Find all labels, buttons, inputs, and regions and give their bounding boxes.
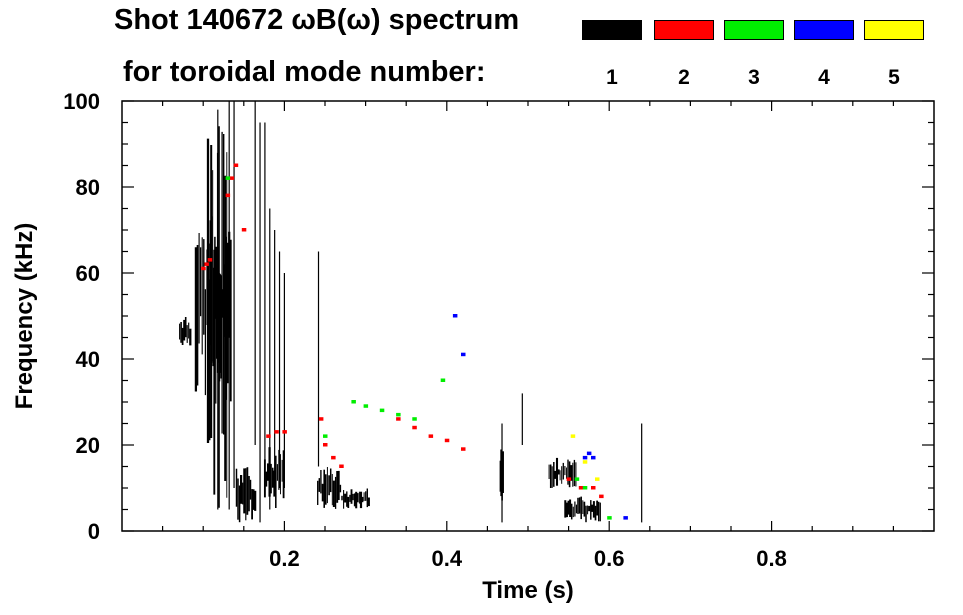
legend-label-mode-2: 2 bbox=[678, 66, 690, 89]
mode-2-point bbox=[274, 430, 279, 434]
legend-swatch-mode-4 bbox=[794, 20, 854, 40]
y-tick-label: 80 bbox=[76, 175, 100, 200]
mode-2-point bbox=[241, 228, 247, 232]
mode-2-point bbox=[578, 486, 584, 490]
y-tick-label: 20 bbox=[76, 433, 100, 458]
mode-2-point bbox=[266, 434, 271, 438]
mode-2-point bbox=[204, 262, 209, 266]
chart-title: Shot 140672 ωB(ω) spectrum bbox=[114, 4, 520, 36]
x-tick-label: 0.8 bbox=[756, 546, 787, 571]
y-tick-label: 0 bbox=[88, 519, 100, 544]
legend-label-mode-3: 3 bbox=[748, 66, 760, 89]
mode-2-point bbox=[207, 258, 213, 262]
mode-2-point bbox=[201, 266, 206, 271]
legend-swatch-mode-5 bbox=[864, 20, 924, 40]
x-tick-label: 0.4 bbox=[432, 546, 463, 571]
mode-4-point bbox=[452, 314, 458, 318]
y-tick-label: 100 bbox=[63, 89, 100, 114]
mode-2-point bbox=[331, 455, 336, 460]
y-tick-label: 60 bbox=[76, 261, 100, 286]
mode-2-point bbox=[225, 193, 231, 198]
mode-2-point bbox=[412, 425, 417, 430]
legend-caption: for toroidal mode number: bbox=[123, 56, 486, 88]
mode-2-point bbox=[229, 176, 235, 180]
plot-data-layer bbox=[179, 101, 643, 523]
mode-3-point bbox=[351, 400, 356, 404]
mode-3-point bbox=[323, 434, 328, 438]
mode-3-point bbox=[607, 516, 612, 520]
series-mode-5 bbox=[570, 434, 600, 481]
y-axis-label: Frequency (kHz) bbox=[11, 223, 38, 410]
mode-2-point bbox=[428, 434, 434, 438]
legend-label-mode-5: 5 bbox=[888, 66, 900, 89]
mode-3-point bbox=[363, 404, 369, 408]
mode-3-point bbox=[396, 412, 401, 417]
legend-swatch-mode-3 bbox=[724, 20, 784, 40]
series-mode-3 bbox=[225, 176, 612, 520]
x-tick-label: 0.2 bbox=[269, 546, 300, 571]
legend-label-mode-1: 1 bbox=[606, 66, 618, 89]
legend-swatch-mode-1 bbox=[582, 20, 642, 40]
series-mode-1 bbox=[179, 101, 643, 523]
y-tick-label: 40 bbox=[76, 347, 100, 372]
mode-2-point bbox=[444, 438, 450, 443]
mode-5-point bbox=[595, 477, 600, 481]
mode-2-point bbox=[599, 494, 604, 499]
series-mode-2 bbox=[201, 163, 604, 499]
mode-3-point bbox=[440, 378, 446, 382]
mode-4-point bbox=[582, 455, 588, 460]
mode-4-point bbox=[623, 516, 628, 520]
mode-2-point bbox=[318, 417, 324, 421]
series-mode-4 bbox=[452, 314, 628, 520]
mode-3-point bbox=[582, 486, 588, 490]
legend-label-mode-4: 4 bbox=[818, 66, 830, 89]
x-axis-label: Time (s) bbox=[482, 577, 574, 604]
mode-2-point bbox=[566, 477, 572, 481]
mode-5-point bbox=[570, 434, 576, 438]
mode-3-point bbox=[225, 176, 231, 180]
mode-3-point bbox=[574, 477, 580, 481]
mode-4-point bbox=[591, 455, 596, 460]
mode-2-point bbox=[591, 486, 596, 490]
mode-2-point bbox=[323, 443, 328, 447]
mode-2-point bbox=[339, 464, 344, 468]
x-tick-label: 0.6 bbox=[594, 546, 625, 571]
axes-layer: 0.2 0.4 0.6 0.8 0 20 40 60 80 100 bbox=[63, 89, 934, 571]
mode-3-point bbox=[412, 417, 417, 421]
mode-2-point bbox=[396, 417, 401, 421]
mode-2-point bbox=[233, 163, 239, 167]
mode-5-point bbox=[582, 460, 588, 464]
mode-2-point bbox=[282, 430, 287, 434]
mode-3-point bbox=[379, 408, 385, 413]
mode-4-point bbox=[461, 352, 466, 357]
mode-2-point bbox=[461, 447, 466, 451]
plot-frame bbox=[121, 100, 935, 532]
legend-swatch-mode-2 bbox=[654, 20, 714, 40]
mode-4-point bbox=[586, 451, 592, 456]
